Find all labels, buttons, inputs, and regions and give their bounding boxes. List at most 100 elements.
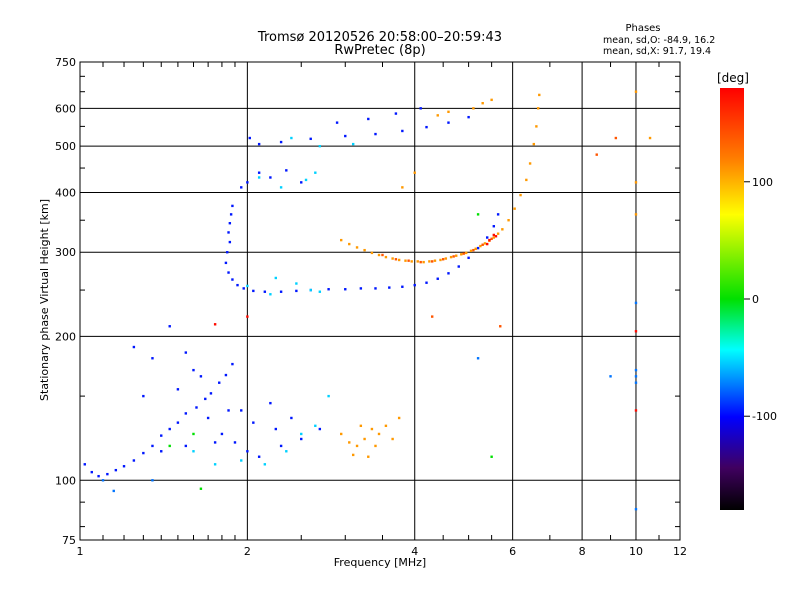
data-point [469,249,473,253]
data-point [132,345,136,349]
x-tick-label: 4 [411,545,418,558]
data-point [634,90,638,93]
chart-title: Tromsø 20120526 20:58:00–20:59:43 [257,30,502,45]
data-point [220,432,224,436]
data-point [634,213,638,216]
data-point [151,479,154,482]
phases-heading: Phases [625,23,660,34]
y-axis-label: Stationary phase Virtual Height [km] [38,199,51,401]
data-point [374,287,377,290]
x-tick-label: 1 [77,545,84,558]
y-axis-ticks: 75 100 200 300 400 500 600 750 [55,56,680,547]
x-tick-label: 8 [579,545,586,558]
data-point [83,463,86,466]
data-point [229,213,233,216]
data-point [413,283,416,287]
data-point [496,213,500,216]
y-tick-label: 200 [55,330,76,343]
data-point [436,114,439,117]
data-point [494,235,498,238]
data-point [467,256,470,260]
data-point [490,237,493,241]
data-point [112,489,115,493]
x-tick-label: 10 [629,545,643,558]
data-point [355,444,359,448]
data-point [444,257,448,260]
data-point [309,288,312,292]
data-point [304,178,308,182]
data-point [228,240,232,244]
data-point [407,259,410,262]
data-point [513,207,516,210]
data-point [401,186,404,189]
data-point [528,162,532,165]
data-point [206,416,210,420]
data-point [300,181,303,184]
data-point [160,450,163,453]
data-point [404,259,407,262]
data-point [370,251,374,255]
chart-subtitle: RwPretec (8p) [334,43,425,58]
data-point [634,330,638,333]
data-point [441,258,445,261]
data-point [279,290,283,293]
data-point [168,325,171,328]
data-point [433,259,437,262]
data-point [447,121,450,124]
data-point [279,186,283,189]
data-point [348,441,351,444]
data-point [290,416,293,420]
data-point [536,107,540,110]
data-point [634,507,638,511]
data-point [492,236,496,239]
data-point [344,288,347,291]
phases-x-stats: mean, sd,X: 91.7, 19.4 [603,46,711,57]
data-point [213,463,217,466]
data-point [490,98,493,102]
data-point [416,260,419,263]
y-tick-label: 100 [55,474,76,487]
data-point [460,253,463,256]
data-point [428,260,431,263]
data-point [476,357,480,360]
data-point [142,451,145,455]
y-tick-label: 400 [55,186,76,199]
data-point [90,470,93,474]
data-points [83,90,652,511]
data-point [419,107,422,110]
data-point [318,427,322,431]
data-point [634,301,638,305]
data-point [184,412,188,415]
data-point [384,424,388,428]
y-tick-label: 300 [55,246,76,259]
data-point [507,219,510,222]
data-point [351,142,355,146]
colorbar-ticks: 100 0 -100 [744,176,777,423]
data-point [335,121,339,124]
data-point [274,427,278,431]
data-point [363,437,366,441]
data-point [394,258,398,261]
x-axis-ticks: 1 2 4 6 8 10 12 [77,62,687,558]
data-point [199,487,203,490]
data-point [176,388,180,391]
data-point [449,255,453,259]
data-point [327,288,330,291]
data-point [355,246,359,249]
data-point [227,231,230,234]
data-point [240,459,243,462]
data-point [309,137,312,141]
data-point [314,424,317,428]
plot-frame [79,61,681,541]
data-point [168,427,171,431]
data-point [224,261,228,265]
colorbar-tick-label: 100 [752,176,773,189]
data-point [199,375,203,378]
data-point [246,181,249,184]
data-point [614,136,618,140]
data-point [295,282,298,285]
data-point [425,281,428,284]
y-tick-label: 75 [62,534,76,547]
data-point [192,450,195,453]
data-point [648,136,652,140]
